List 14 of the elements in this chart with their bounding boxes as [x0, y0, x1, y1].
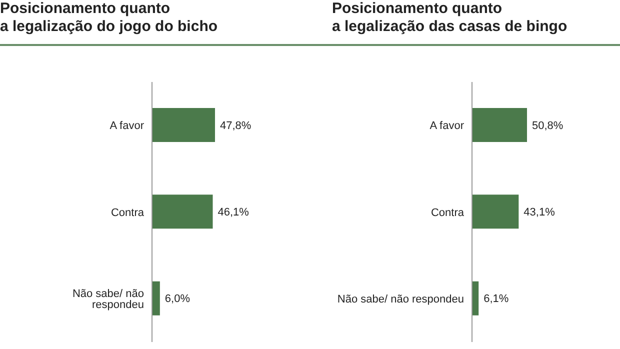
- data-label: 6,0%: [164, 293, 190, 306]
- data-label: 43,1%: [524, 206, 556, 219]
- y-tick-label: A favor: [110, 120, 144, 132]
- chart-title: Posicionamento quanto a legalização do jogo do bicho: [0, 0, 219, 36]
- y-tick-label: Contra: [430, 206, 465, 219]
- y-tick-label: Não sabe/ não respondeu: [72, 288, 144, 312]
- y-tick-label: Não sabe/ não respondeu: [337, 294, 464, 306]
- data-label: 46,1%: [218, 206, 250, 219]
- y-tick-label: Contra: [110, 206, 145, 219]
- data-label: 6,1%: [484, 293, 509, 306]
- chart-title: Posicionamento quanto a legalização das casas de bingo: [331, 0, 568, 36]
- data-label: 50,8%: [532, 120, 564, 132]
- data-label: 47,8%: [220, 120, 252, 132]
- y-tick-label: A favor: [430, 120, 464, 132]
